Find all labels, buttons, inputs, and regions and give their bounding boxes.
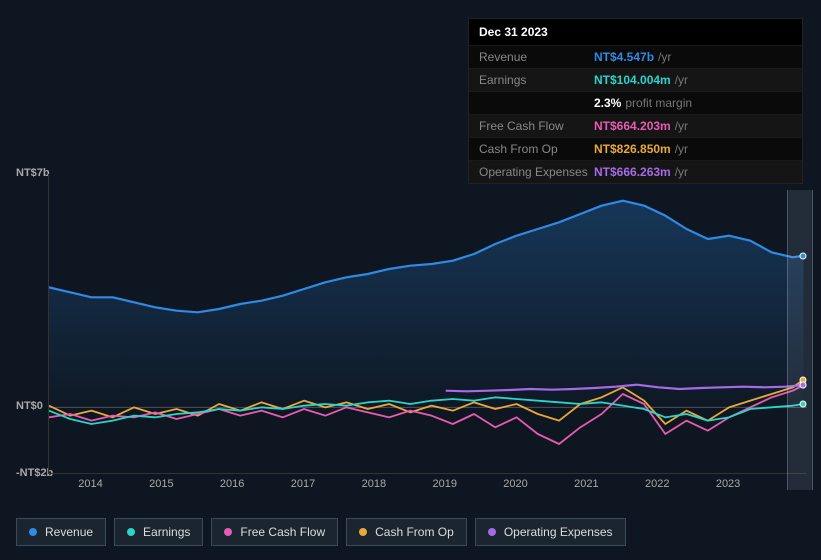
tooltip-row: Free Cash FlowNT$664.203m/yr: [469, 114, 802, 137]
legend-label: Cash From Op: [375, 525, 454, 539]
legend-dot-icon: [488, 528, 496, 536]
legend-dot-icon: [29, 528, 37, 536]
financials-chart[interactable]: NT$7bNT$0-NT$2b 201420152016201720182019…: [16, 158, 806, 482]
x-axis-label: 2015: [149, 478, 173, 490]
tooltip-row-value: NT$826.850m: [594, 142, 671, 156]
tooltip-row-suffix: /yr: [675, 165, 688, 179]
y-axis-label: NT$0: [16, 400, 43, 412]
tooltip-row-label: Revenue: [479, 50, 594, 64]
tooltip-date: Dec 31 2023: [469, 19, 802, 45]
x-axis-label: 2018: [362, 478, 386, 490]
tooltip-row-value: 2.3%: [594, 96, 621, 110]
tooltip-row-value: NT$666.263m: [594, 165, 671, 179]
chart-legend: Revenue Earnings Free Cash Flow Cash From O…: [16, 518, 626, 546]
legend-dot-icon: [359, 528, 367, 536]
legend-item-cfo[interactable]: Cash From Op: [346, 518, 467, 546]
tooltip-row-label: Earnings: [479, 73, 594, 87]
tooltip-row: Cash From OpNT$826.850m/yr: [469, 137, 802, 160]
tooltip-row-label: [479, 96, 594, 110]
x-axis-label: 2017: [291, 478, 315, 490]
series-marker: [800, 401, 807, 408]
x-axis-label: 2020: [503, 478, 527, 490]
tooltip-row-suffix: /yr: [675, 142, 688, 156]
y-axis-label: NT$7b: [16, 167, 50, 179]
tooltip-row-label: Free Cash Flow: [479, 119, 594, 133]
tooltip-row-suffix: /yr: [658, 50, 671, 64]
x-axis-label: 2014: [78, 478, 102, 490]
legend-label: Earnings: [143, 525, 190, 539]
tooltip-row-suffix: profit margin: [625, 96, 692, 110]
series-marker: [800, 382, 807, 389]
x-axis-label: 2023: [716, 478, 740, 490]
chart-cursor: [787, 190, 813, 490]
plot-area[interactable]: [48, 174, 806, 474]
legend-item-revenue[interactable]: Revenue: [16, 518, 106, 546]
tooltip-row-label: Operating Expenses: [479, 165, 594, 179]
chart-tooltip: Dec 31 2023 RevenueNT$4.547b/yrEarningsN…: [468, 18, 803, 184]
tooltip-row-value: NT$4.547b: [594, 50, 654, 64]
tooltip-row-label: Cash From Op: [479, 142, 594, 156]
tooltip-row-value: NT$664.203m: [594, 119, 671, 133]
x-axis-label: 2019: [432, 478, 456, 490]
legend-dot-icon: [127, 528, 135, 536]
tooltip-row: EarningsNT$104.004m/yr: [469, 68, 802, 91]
legend-label: Operating Expenses: [504, 525, 613, 539]
legend-item-earnings[interactable]: Earnings: [114, 518, 203, 546]
legend-label: Revenue: [45, 525, 93, 539]
tooltip-row: Operating ExpensesNT$666.263m/yr: [469, 160, 802, 183]
series-marker: [800, 252, 807, 259]
tooltip-row: 2.3% profit margin: [469, 91, 802, 114]
x-axis-label: 2022: [645, 478, 669, 490]
tooltip-row: RevenueNT$4.547b/yr: [469, 45, 802, 68]
tooltip-row-suffix: /yr: [675, 119, 688, 133]
tooltip-row-suffix: /yr: [675, 73, 688, 87]
legend-item-opex[interactable]: Operating Expenses: [475, 518, 626, 546]
legend-label: Free Cash Flow: [240, 525, 325, 539]
legend-item-fcf[interactable]: Free Cash Flow: [211, 518, 338, 546]
legend-dot-icon: [224, 528, 232, 536]
x-axis-label: 2016: [220, 478, 244, 490]
tooltip-row-value: NT$104.004m: [594, 73, 671, 87]
x-axis-label: 2021: [574, 478, 598, 490]
